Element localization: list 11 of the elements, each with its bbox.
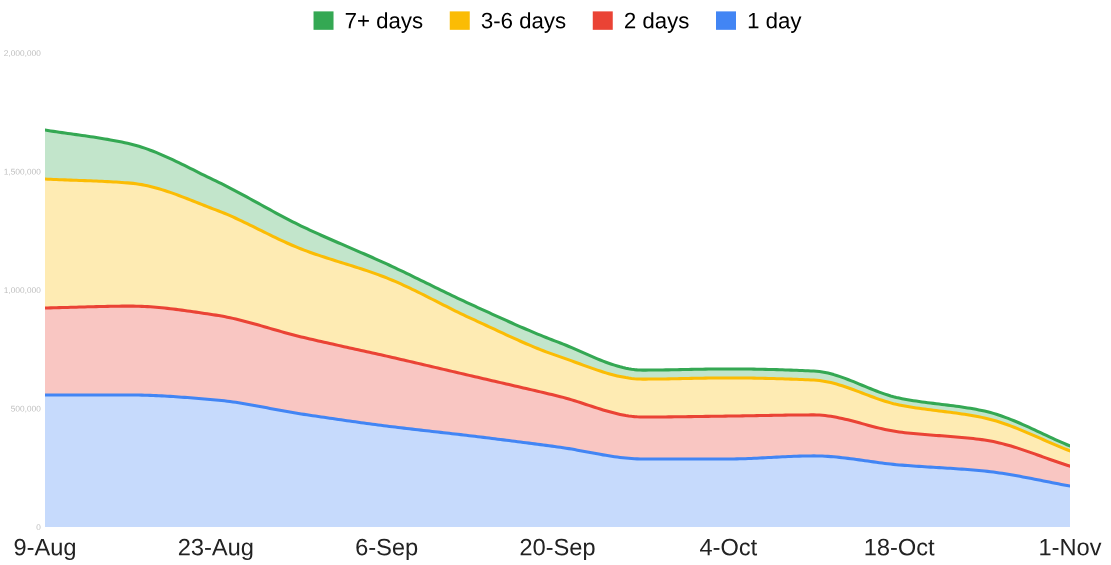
legend-label: 2 days xyxy=(624,12,689,33)
x-tick-label: 4-Oct xyxy=(700,538,758,556)
legend-label: 3-6 days xyxy=(481,12,566,33)
x-tick-label: 6-Sep xyxy=(356,538,418,561)
legend-label: 1 day xyxy=(748,12,802,33)
x-tick-label: 18-Oct xyxy=(865,538,935,556)
x-tick-label: 9-Aug xyxy=(14,538,75,561)
x-tick-label: 23-Aug xyxy=(178,538,253,561)
x-tick-label: 1-Nov xyxy=(1040,538,1102,556)
x-tick-label: 20-Sep xyxy=(520,538,595,561)
legend-label: 7+ days xyxy=(345,12,423,33)
